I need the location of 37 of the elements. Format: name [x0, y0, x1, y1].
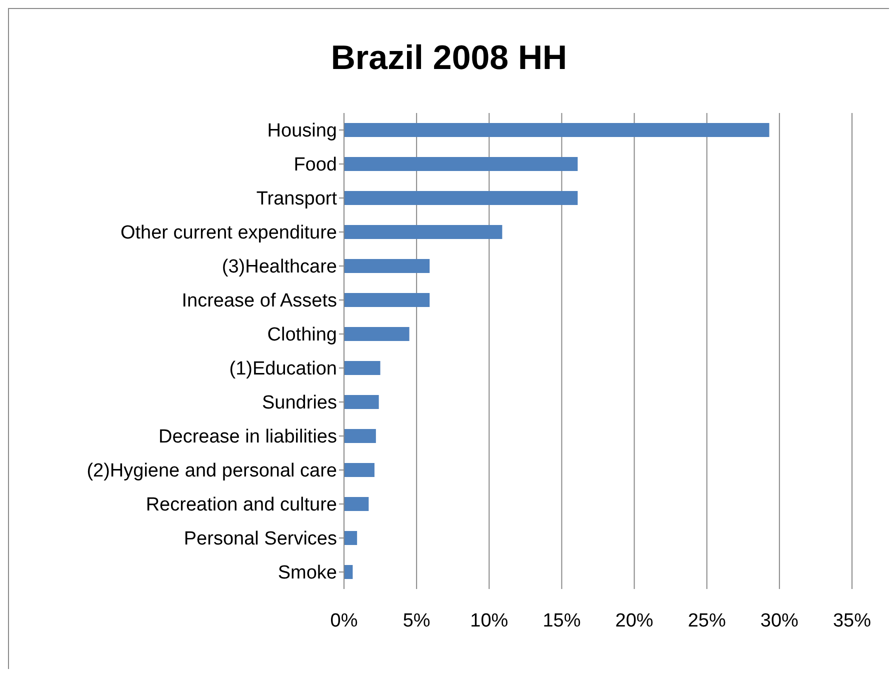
y-tick-label: Housing [267, 120, 337, 142]
bar [344, 531, 358, 545]
y-tick-label: Transport [256, 188, 338, 210]
bar [344, 293, 430, 307]
y-tick-label: Increase of Assets [182, 290, 337, 312]
y-tick-label: Other current expenditure [120, 222, 337, 244]
bar [344, 463, 374, 477]
y-tick-label: Sundries [262, 392, 337, 414]
chart-title: Brazil 2008 HH [330, 39, 568, 78]
x-tick-label: 15% [542, 610, 581, 632]
y-tick-label: (1)Education [229, 358, 337, 380]
x-tick-label: 0% [330, 610, 358, 632]
y-tick-label: Food [294, 154, 337, 176]
y-tick-label: Recreation and culture [146, 494, 337, 516]
y-tick-label: (2)Hygiene and personal care [86, 460, 337, 482]
x-tick-label: 10% [470, 610, 508, 632]
bar [344, 225, 502, 239]
x-tick-label: 5% [402, 610, 430, 632]
bar [344, 361, 380, 375]
y-tick-label: Smoke [278, 562, 337, 584]
x-tick-label: 35% [832, 610, 872, 632]
bar [344, 327, 410, 341]
bar [344, 429, 376, 443]
x-tick-label: 25% [688, 610, 726, 632]
x-tick-label: 20% [615, 610, 654, 632]
x-tick-label: 30% [760, 610, 799, 632]
bar [344, 259, 430, 273]
y-tick-label: Decrease in liabilities [158, 426, 337, 448]
y-tick-label: Clothing [267, 324, 337, 346]
bar [344, 123, 770, 137]
y-tick-label: (3)Healthcare [222, 256, 337, 278]
y-tick-label: Personal Services [184, 528, 337, 550]
bar [344, 157, 578, 171]
bar [344, 395, 379, 409]
bar [344, 565, 353, 579]
bar [344, 497, 369, 511]
bar [344, 191, 578, 205]
